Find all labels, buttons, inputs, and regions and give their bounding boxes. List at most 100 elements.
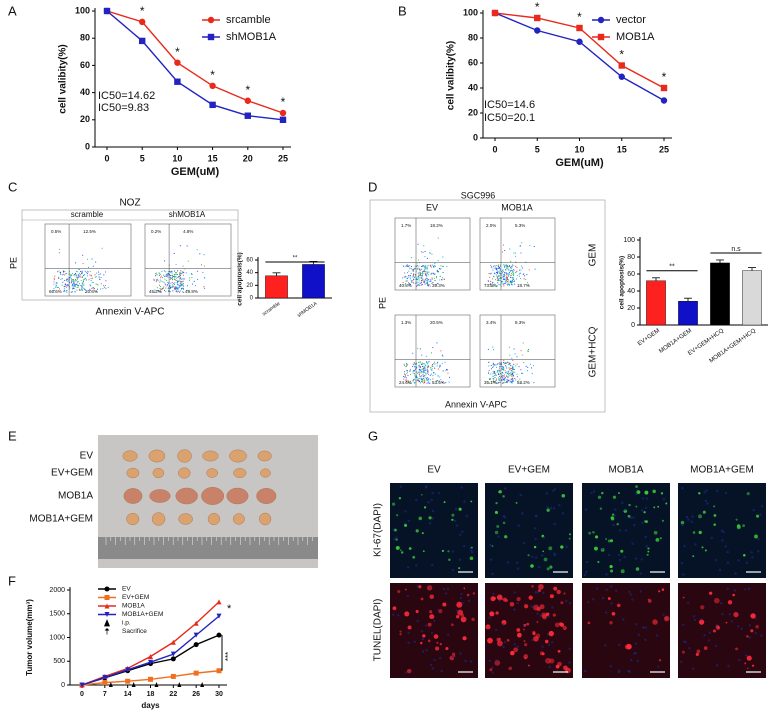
cell	[462, 636, 467, 641]
cell	[421, 493, 423, 496]
nucleus	[513, 591, 516, 594]
flow-event	[79, 276, 82, 278]
nucleus	[612, 523, 615, 527]
cell	[696, 649, 701, 654]
flow-event	[183, 278, 185, 280]
flow-x-label: Annexin V-APC	[96, 307, 165, 318]
flow-plot	[44, 223, 132, 297]
nucleus	[618, 669, 621, 672]
flow-event	[416, 279, 418, 281]
flow-event	[506, 374, 508, 376]
stain-image	[485, 483, 573, 578]
flow-event	[404, 272, 406, 274]
flow-event	[428, 284, 430, 286]
flow-event	[417, 379, 419, 381]
cell	[458, 567, 461, 570]
flow-event	[530, 367, 533, 369]
cell	[695, 652, 699, 657]
x-tick-label: scramble	[261, 301, 281, 318]
point	[125, 667, 131, 673]
flow-row-label: GEM+HCQ	[588, 326, 599, 377]
flow-event	[504, 380, 506, 382]
cell	[635, 567, 640, 571]
nucleus	[632, 516, 635, 519]
flow-event	[509, 375, 511, 377]
flow-event	[412, 274, 414, 276]
flow-event	[422, 273, 424, 275]
flow-event	[507, 377, 509, 379]
nucleus	[492, 592, 495, 596]
flow-event	[495, 378, 497, 380]
nucleus	[744, 654, 748, 657]
flow-event	[499, 362, 501, 364]
flow-event	[407, 374, 409, 376]
significance: *	[577, 10, 582, 24]
nucleus	[403, 522, 407, 525]
flow-event	[412, 352, 414, 354]
flow-event	[173, 283, 175, 285]
flow-event	[170, 291, 172, 293]
flow-event	[431, 277, 433, 279]
flow-event	[73, 280, 75, 282]
flow-event	[502, 378, 504, 380]
cell	[703, 646, 708, 650]
flow-event	[181, 283, 183, 285]
nucleus	[595, 587, 599, 590]
flow-event	[166, 284, 169, 286]
flow-event	[419, 269, 421, 271]
flow-event	[506, 273, 508, 275]
flow-event	[424, 281, 426, 283]
flow-event	[502, 377, 504, 379]
flow-event	[70, 291, 72, 293]
cell	[618, 492, 620, 495]
bar	[265, 275, 288, 299]
flow-event	[501, 271, 503, 273]
flow-event	[71, 291, 73, 293]
flow-event	[518, 273, 520, 275]
cell	[653, 530, 658, 535]
flow-event	[504, 370, 506, 372]
flow-event	[418, 373, 420, 375]
nucleus	[540, 554, 544, 557]
flow-event	[495, 269, 498, 271]
flow-event	[502, 276, 504, 278]
flow-event	[508, 370, 510, 372]
flow-event	[503, 360, 505, 362]
y-tick-label: 100	[623, 237, 635, 244]
nucleus	[733, 589, 737, 592]
flow-event	[163, 275, 166, 277]
y-tick-label: 1000	[49, 634, 65, 641]
flow-event	[510, 273, 512, 275]
flow-event	[95, 290, 97, 292]
flow-event	[496, 265, 498, 267]
flow-event	[432, 364, 434, 366]
flow-event	[506, 284, 508, 286]
cell	[663, 615, 670, 622]
flow-event	[72, 286, 74, 288]
flow-event	[410, 268, 412, 270]
point	[660, 97, 668, 104]
flow-event	[65, 286, 68, 288]
flow-event	[515, 379, 517, 381]
nucleus	[641, 497, 645, 500]
flow-event	[422, 373, 424, 375]
flow-event	[416, 285, 418, 287]
flow-event	[160, 277, 162, 279]
flow-event	[531, 373, 533, 375]
nucleus	[565, 545, 568, 549]
flow-event	[93, 287, 95, 289]
cell	[395, 545, 400, 550]
x-axis-label: GEM(uM)	[171, 166, 220, 178]
flow-event	[527, 350, 530, 352]
nucleus	[416, 585, 419, 588]
nucleus	[495, 628, 498, 632]
flow-event	[418, 366, 420, 368]
flow-event	[511, 265, 513, 267]
cell	[627, 514, 631, 518]
flow-event	[423, 382, 425, 384]
flow-event	[90, 285, 92, 287]
cell	[524, 643, 528, 647]
flow-event	[176, 287, 178, 289]
flow-event	[417, 243, 419, 245]
flow-event	[496, 270, 498, 272]
